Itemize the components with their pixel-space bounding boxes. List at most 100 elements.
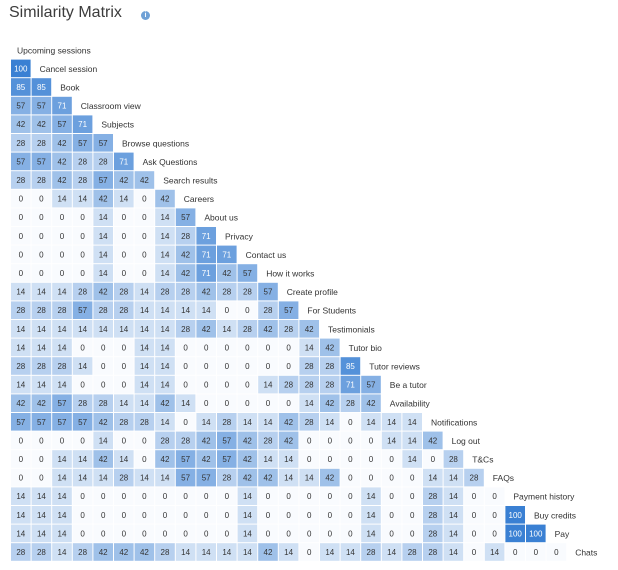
- cell-value: 42: [325, 343, 334, 352]
- cell-value: 14: [78, 325, 87, 334]
- matrix-cell: [299, 394, 319, 412]
- cell-value: 14: [243, 548, 252, 557]
- cell-value: 71: [346, 381, 355, 390]
- matrix-cell: [11, 282, 31, 301]
- cell-value: 14: [99, 232, 108, 241]
- matrix-cell: [299, 357, 319, 375]
- cell-value: 14: [58, 492, 67, 501]
- matrix-cell: [299, 468, 319, 487]
- matrix-cell: [11, 394, 31, 412]
- cell-value: 42: [202, 288, 211, 297]
- cell-value: 57: [243, 269, 252, 278]
- cell-value: 0: [142, 213, 147, 222]
- cell-value: 0: [39, 436, 44, 445]
- row-label: Subjects: [101, 120, 134, 130]
- matrix-cell: [340, 543, 361, 561]
- cell-value: 0: [39, 250, 44, 259]
- cell-value: 14: [264, 418, 273, 427]
- matrix-cell: [134, 357, 155, 375]
- cell-value: 0: [513, 548, 518, 557]
- matrix-cell: [402, 506, 422, 524]
- matrix-cell: [340, 468, 361, 487]
- matrix-cell: [155, 506, 175, 524]
- cell-value: 0: [348, 474, 353, 483]
- matrix-cell: [31, 506, 52, 524]
- cell-value: 42: [140, 176, 149, 185]
- matrix-cell: [175, 282, 196, 301]
- matrix-cell: [196, 264, 216, 282]
- row-label: Cancel session: [40, 64, 98, 74]
- cell-value: 0: [19, 195, 24, 204]
- matrix-cell: [258, 375, 278, 394]
- matrix-cell: [155, 357, 175, 375]
- cell-value: 14: [161, 343, 170, 352]
- matrix-cell: [217, 338, 237, 357]
- cell-value: 42: [161, 195, 170, 204]
- cell-value: 0: [163, 492, 168, 501]
- cell-value: 28: [119, 306, 128, 315]
- cell-value: 0: [266, 399, 271, 408]
- matrix-cell: [31, 171, 52, 189]
- matrix-cell: [155, 208, 175, 226]
- cell-value: 0: [122, 381, 127, 390]
- matrix-cell: [258, 506, 278, 524]
- cell-value: 42: [37, 399, 46, 408]
- cell-value: 0: [183, 343, 188, 352]
- matrix-cell: [134, 394, 155, 412]
- cell-value: 28: [428, 529, 437, 538]
- cell-value: 0: [389, 455, 394, 464]
- matrix-cell: [93, 524, 113, 543]
- cell-value: 0: [307, 529, 312, 538]
- cell-value: 14: [449, 548, 458, 557]
- cell-value: 14: [243, 418, 252, 427]
- cell-value: 28: [37, 139, 46, 148]
- matrix-cell: [114, 338, 134, 357]
- matrix-cell: [484, 487, 505, 505]
- cell-value: 28: [367, 548, 376, 557]
- matrix-cell: [93, 450, 113, 468]
- matrix-cell: [11, 115, 31, 133]
- matrix-cell: [464, 506, 484, 524]
- info-icon[interactable]: i: [141, 11, 150, 20]
- matrix-cell: [320, 394, 340, 412]
- cell-value: 0: [163, 529, 168, 538]
- cell-value: 0: [328, 492, 333, 501]
- cell-value: 14: [119, 455, 128, 464]
- cell-value: 14: [387, 436, 396, 445]
- matrix-cell: [11, 375, 31, 394]
- cell-value: 28: [16, 139, 25, 148]
- cell-value: 0: [492, 529, 497, 538]
- matrix-cell: [72, 189, 93, 208]
- cell-value: 100: [14, 64, 28, 73]
- row-label: Create profile: [287, 287, 338, 297]
- matrix-cell: [11, 450, 31, 468]
- row-label: Testimonials: [328, 324, 375, 334]
- cell-value: 28: [119, 474, 128, 483]
- cell-value: 14: [181, 306, 190, 315]
- cell-value: 0: [80, 436, 85, 445]
- matrix-cell: [31, 245, 52, 264]
- cell-value: 0: [19, 269, 24, 278]
- cell-value: 14: [264, 455, 273, 464]
- cell-value: 0: [101, 362, 106, 371]
- matrix-cell: [31, 189, 52, 208]
- cell-value: 0: [286, 492, 291, 501]
- cell-value: 0: [183, 362, 188, 371]
- matrix-cell: [134, 450, 155, 468]
- row-label: Search results: [163, 176, 217, 186]
- row-label: Contact us: [246, 250, 287, 260]
- cell-value: 42: [325, 399, 334, 408]
- cell-value: 71: [202, 269, 211, 278]
- matrix-cell: [484, 506, 505, 524]
- matrix-cell: [155, 189, 175, 208]
- cell-value: 0: [225, 492, 230, 501]
- matrix-cell: [134, 338, 155, 357]
- cell-value: 0: [266, 511, 271, 520]
- cell-value: 0: [369, 436, 374, 445]
- matrix-cell: [381, 413, 402, 431]
- matrix-cell: [31, 543, 52, 561]
- cell-value: 14: [161, 418, 170, 427]
- cell-value: 42: [99, 288, 108, 297]
- cell-value: 42: [325, 474, 334, 483]
- cell-value: 14: [140, 325, 149, 334]
